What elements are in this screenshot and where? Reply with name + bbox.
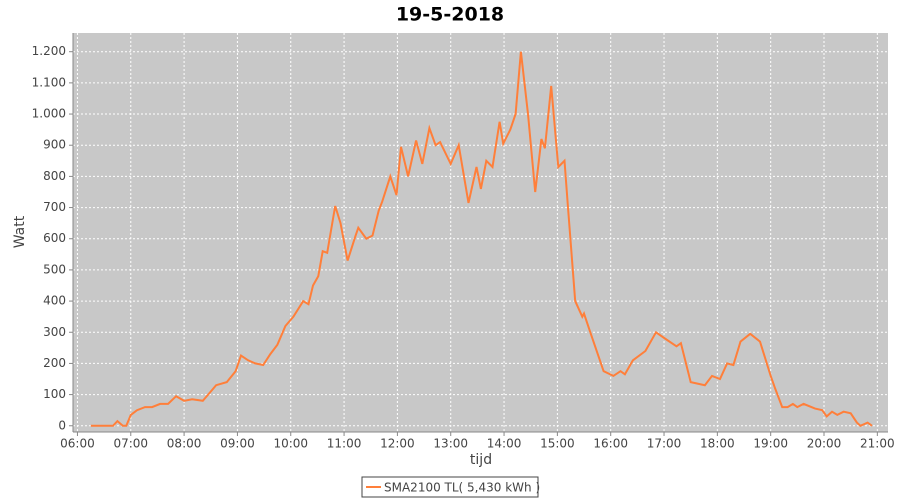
x-tick-label: 19:00 bbox=[753, 437, 788, 451]
y-tick-label: 400 bbox=[43, 294, 66, 308]
plot-area bbox=[73, 33, 888, 432]
y-tick-label: 1.000 bbox=[32, 107, 66, 121]
y-tick-label: 1.200 bbox=[32, 44, 66, 58]
x-tick-label: 15:00 bbox=[540, 437, 575, 451]
y-tick-label: 0 bbox=[58, 418, 66, 432]
x-tick-label: 11:00 bbox=[327, 437, 362, 451]
x-tick-label: 21:00 bbox=[860, 437, 895, 451]
y-tick-label: 700 bbox=[43, 200, 66, 214]
x-tick-label: 16:00 bbox=[593, 437, 628, 451]
x-tick-label: 20:00 bbox=[807, 437, 842, 451]
legend bbox=[361, 476, 539, 498]
x-tick-label: 14:00 bbox=[487, 437, 522, 451]
x-tick-label: 13:00 bbox=[433, 437, 468, 451]
x-tick-label: 08:00 bbox=[167, 437, 202, 451]
y-tick-label: 500 bbox=[43, 262, 66, 276]
data-line bbox=[90, 51, 873, 427]
y-tick-label: 300 bbox=[43, 325, 66, 339]
y-tick-label: 200 bbox=[43, 356, 66, 370]
x-tick-label: 12:00 bbox=[380, 437, 415, 451]
chart-title: 19-5-2018 bbox=[396, 4, 504, 26]
y-tick-label: 600 bbox=[43, 231, 66, 245]
x-tick-label: 10:00 bbox=[273, 437, 308, 451]
x-tick-label: 09:00 bbox=[220, 437, 255, 451]
y-tick-label: 800 bbox=[43, 169, 66, 183]
y-tick-label: 100 bbox=[43, 387, 66, 401]
legend-label: SMA2100 TL( 5,430 kWh ) bbox=[384, 481, 540, 495]
y-tick-label: 900 bbox=[43, 138, 66, 152]
y-axis-label: Watt bbox=[12, 215, 28, 248]
x-tick-label: 07:00 bbox=[113, 437, 148, 451]
x-tick-label: 18:00 bbox=[700, 437, 735, 451]
x-axis-label: tijd bbox=[470, 452, 492, 468]
x-tick-label: 06:00 bbox=[60, 437, 95, 451]
y-tick-label: 1.100 bbox=[32, 75, 66, 89]
x-tick-label: 17:00 bbox=[647, 437, 682, 451]
